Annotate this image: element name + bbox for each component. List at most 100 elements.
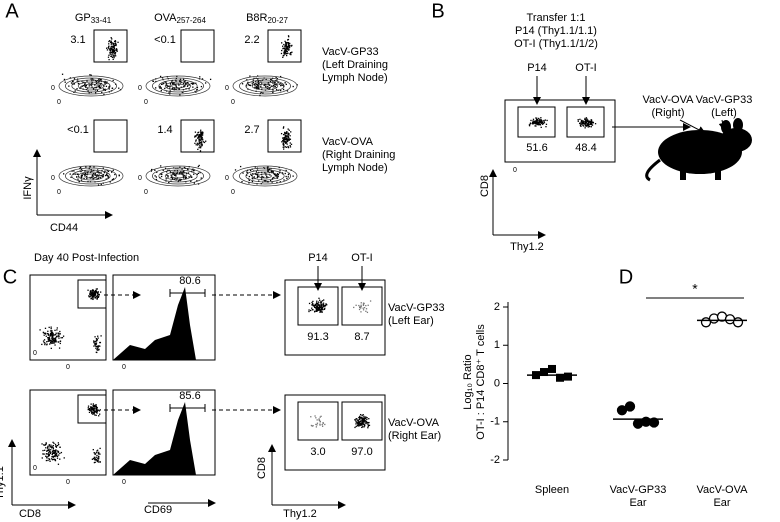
event-dot	[582, 121, 585, 123]
axis-zero: 0	[138, 175, 142, 182]
event-dot	[99, 409, 101, 411]
title-sub: 257-264	[177, 16, 207, 25]
event-dot	[196, 133, 198, 136]
event-dot	[198, 133, 200, 136]
event-dot	[49, 334, 52, 336]
event-dot	[91, 408, 94, 410]
event-dot	[83, 173, 85, 175]
event-dot	[94, 457, 96, 460]
event-dot	[94, 174, 96, 176]
event-dot	[98, 415, 100, 417]
event-dot	[95, 292, 97, 294]
event-dot	[96, 297, 98, 299]
event-dot	[536, 119, 538, 122]
event-dot	[91, 86, 93, 88]
event-dot	[95, 407, 97, 409]
event-dot	[257, 87, 259, 89]
event-dot	[362, 420, 365, 422]
event-dot	[107, 174, 109, 177]
event-dot	[107, 56, 110, 58]
event-dot	[274, 85, 276, 88]
event-dot	[113, 55, 115, 58]
event-dot	[266, 175, 268, 178]
event-dot	[90, 294, 92, 296]
event-dot	[167, 169, 169, 171]
event-dot	[191, 176, 193, 178]
event-dot	[112, 79, 114, 82]
event-dot	[260, 86, 262, 88]
event-dot	[532, 120, 534, 122]
event-dot	[114, 55, 117, 57]
event-dot	[91, 412, 93, 415]
event-dot	[95, 404, 97, 406]
event-dot	[98, 176, 100, 178]
event-dot	[354, 426, 356, 429]
event-dot	[363, 421, 365, 423]
event-dot	[201, 144, 203, 147]
event-dot	[179, 78, 182, 81]
event-dot	[47, 330, 49, 332]
event-dot	[324, 304, 327, 307]
event-dot	[47, 340, 49, 342]
event-dot	[537, 119, 539, 121]
event-dot	[193, 169, 195, 171]
event-dot	[93, 410, 96, 412]
event-dot	[284, 51, 286, 54]
event-dot	[543, 119, 545, 122]
event-dot	[198, 135, 201, 137]
event-dot	[52, 339, 55, 342]
event-dot	[246, 171, 248, 173]
event-dot	[83, 177, 85, 180]
event-dot	[577, 120, 579, 122]
event-dot	[72, 173, 75, 175]
event-dot	[88, 167, 90, 170]
event-dot	[283, 148, 285, 150]
event-dot	[173, 178, 176, 181]
event-dot	[287, 48, 289, 50]
event-dot	[109, 53, 111, 55]
event-dot	[89, 293, 91, 296]
event-dot	[50, 458, 53, 460]
event-dot	[168, 92, 170, 94]
event-dot	[188, 176, 190, 178]
event-dot	[580, 125, 582, 127]
contour	[245, 79, 285, 93]
event-dot	[96, 80, 98, 82]
event-dot	[49, 335, 51, 337]
event-dot	[86, 80, 88, 82]
event-dot	[97, 459, 100, 461]
contour	[164, 171, 192, 181]
event-dot	[280, 52, 283, 55]
event-dot	[93, 293, 95, 295]
gate-value: 51.6	[526, 142, 547, 154]
event-dot	[290, 52, 292, 54]
event-dot	[246, 172, 249, 174]
event-dot	[94, 336, 96, 338]
title-main: B8R	[246, 12, 267, 24]
event-dot	[359, 413, 362, 416]
event-dot	[197, 172, 200, 174]
event-dot	[57, 451, 59, 453]
event-dot	[199, 150, 202, 152]
event-dot	[42, 331, 45, 333]
gate	[341, 401, 383, 441]
event-dot	[170, 180, 172, 182]
event-dot	[257, 78, 259, 80]
event-dot	[97, 79, 100, 81]
event-dot	[96, 451, 98, 454]
event-dot	[44, 444, 46, 446]
event-dot	[320, 310, 322, 313]
event-dot	[95, 409, 97, 411]
event-dot	[173, 173, 175, 175]
gate	[77, 394, 107, 424]
event-dot	[160, 90, 162, 92]
event-dot	[52, 455, 54, 458]
event-dot	[284, 50, 286, 52]
contour	[65, 167, 117, 185]
event-dot	[542, 123, 544, 125]
event-dot	[92, 178, 94, 180]
event-dot	[190, 82, 192, 85]
event-dot	[113, 51, 116, 53]
event-dot	[254, 84, 256, 86]
event-dot	[318, 306, 321, 308]
